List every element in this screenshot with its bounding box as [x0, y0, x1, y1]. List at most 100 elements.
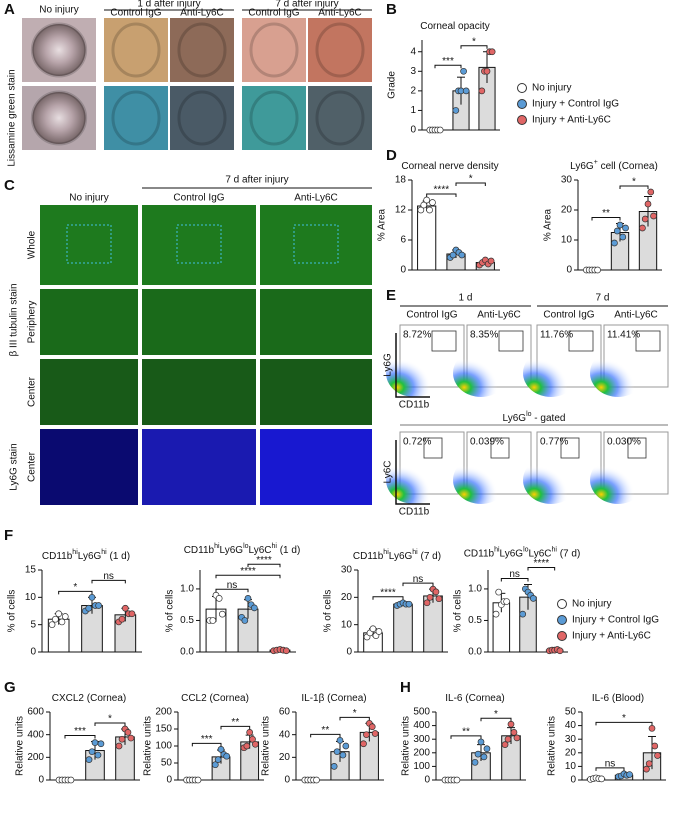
- y-tick-label: 60: [279, 707, 291, 718]
- data-point: [371, 730, 379, 737]
- data-point: [462, 87, 470, 95]
- gate: [490, 437, 510, 459]
- gate-percent: 8.72%: [403, 330, 431, 341]
- text-part: (7 d): [557, 548, 580, 559]
- data-point: [97, 740, 105, 748]
- data-point: [510, 729, 518, 736]
- significance-bracket: [591, 217, 621, 221]
- significance-bracket: [215, 588, 249, 593]
- cornea: [177, 22, 227, 78]
- y-tick-label: 0: [410, 125, 416, 136]
- significance-label: ****: [534, 558, 550, 569]
- y-tick-label: 10: [341, 619, 353, 630]
- significance-label: ns: [227, 580, 238, 591]
- y-axis-label: Relative units: [15, 716, 26, 776]
- data-point: [249, 735, 256, 743]
- chart-title: CD11bhiLy6GloLy6Chi (7 d): [464, 546, 581, 559]
- gate-percent: 11.76%: [540, 330, 573, 341]
- significance-bracket: [500, 578, 529, 582]
- significance-label: **: [602, 208, 610, 219]
- legend-label: No injury: [532, 83, 571, 94]
- flow-density: [523, 456, 579, 504]
- data-point: [128, 610, 136, 618]
- y-tick-label: 1.0: [468, 584, 482, 595]
- column-label: Anti-Ly6C: [477, 310, 521, 321]
- data-point: [369, 625, 377, 633]
- data-point: [626, 771, 633, 778]
- data-point: [611, 239, 618, 247]
- gate-percent: 0.77%: [540, 437, 568, 448]
- data-point: [513, 734, 521, 742]
- data-point: [435, 595, 443, 603]
- data-point: [436, 126, 444, 134]
- data-point: [58, 618, 66, 626]
- micrograph: [260, 289, 372, 355]
- data-point: [460, 67, 467, 75]
- micrograph: [142, 205, 256, 285]
- chart-title: CCL2 (Cornea): [181, 693, 249, 704]
- significance-label: **: [462, 727, 470, 738]
- text-part: hi: [72, 549, 78, 556]
- data-point: [55, 610, 63, 618]
- data-point: [503, 598, 510, 605]
- data-point: [474, 750, 482, 758]
- axis-label: CD11b: [399, 507, 430, 518]
- chart-title: CD11bhiLy6Ghi (1 d): [42, 549, 130, 562]
- y-tick-label: 5: [30, 619, 36, 630]
- y-tick-label: 30: [341, 565, 353, 576]
- chart-title: Corneal nerve density: [401, 161, 498, 172]
- significance-label: ****: [380, 587, 396, 598]
- data-point: [453, 776, 461, 784]
- axis-arrow: [395, 333, 430, 398]
- data-point: [339, 751, 347, 759]
- data-point: [495, 588, 503, 596]
- chart-title: CD11bhiLy6Ghi (7 d): [353, 549, 441, 562]
- text-part: (7 d): [418, 551, 441, 562]
- gate-percent: 8.35%: [470, 330, 498, 341]
- bar: [393, 603, 413, 653]
- significance-label: ns: [413, 574, 424, 585]
- data-point: [91, 739, 99, 746]
- data-point: [643, 765, 650, 773]
- data-point: [94, 751, 102, 759]
- data-point: [616, 221, 624, 229]
- group-title: 1 d: [459, 293, 473, 304]
- significance-bracket: [595, 721, 653, 726]
- data-point: [504, 735, 512, 743]
- significance-label: ***: [74, 726, 86, 737]
- flow-density: [590, 456, 646, 504]
- legend-swatch: [517, 115, 527, 125]
- data-point: [613, 227, 621, 235]
- y-tick-label: 100: [155, 741, 172, 752]
- significance-bracket: [480, 717, 512, 722]
- panel-letter: A: [4, 1, 15, 18]
- roi-box: [293, 224, 339, 264]
- data-point: [67, 776, 75, 784]
- data-point: [426, 206, 433, 214]
- micrograph: [260, 429, 372, 505]
- data-point: [336, 736, 344, 744]
- text-part: cell (Cornea): [598, 161, 658, 172]
- data-point: [282, 647, 290, 655]
- text-part: IL-1β (Cornea): [301, 693, 366, 704]
- data-point: [127, 734, 135, 742]
- legend-swatch: [557, 615, 567, 625]
- chart-title: IL-6 (Blood): [592, 693, 644, 704]
- data-point: [654, 752, 661, 759]
- micrograph: [40, 359, 138, 425]
- panel-letter: C: [4, 177, 15, 194]
- significance-bracket: [339, 716, 370, 721]
- panel-letter: D: [386, 147, 397, 164]
- data-point: [375, 628, 383, 635]
- significance-bracket: [426, 193, 457, 197]
- significance-label: ***: [201, 734, 213, 745]
- data-point: [492, 610, 500, 618]
- data-point: [405, 600, 413, 608]
- flow-density: [386, 456, 442, 504]
- y-tick-label: 10: [25, 592, 37, 603]
- significance-bracket: [619, 185, 649, 189]
- y-tick-label: 40: [279, 729, 291, 740]
- data-point: [429, 199, 436, 206]
- cornea: [315, 22, 365, 78]
- text-part: hi: [383, 549, 389, 556]
